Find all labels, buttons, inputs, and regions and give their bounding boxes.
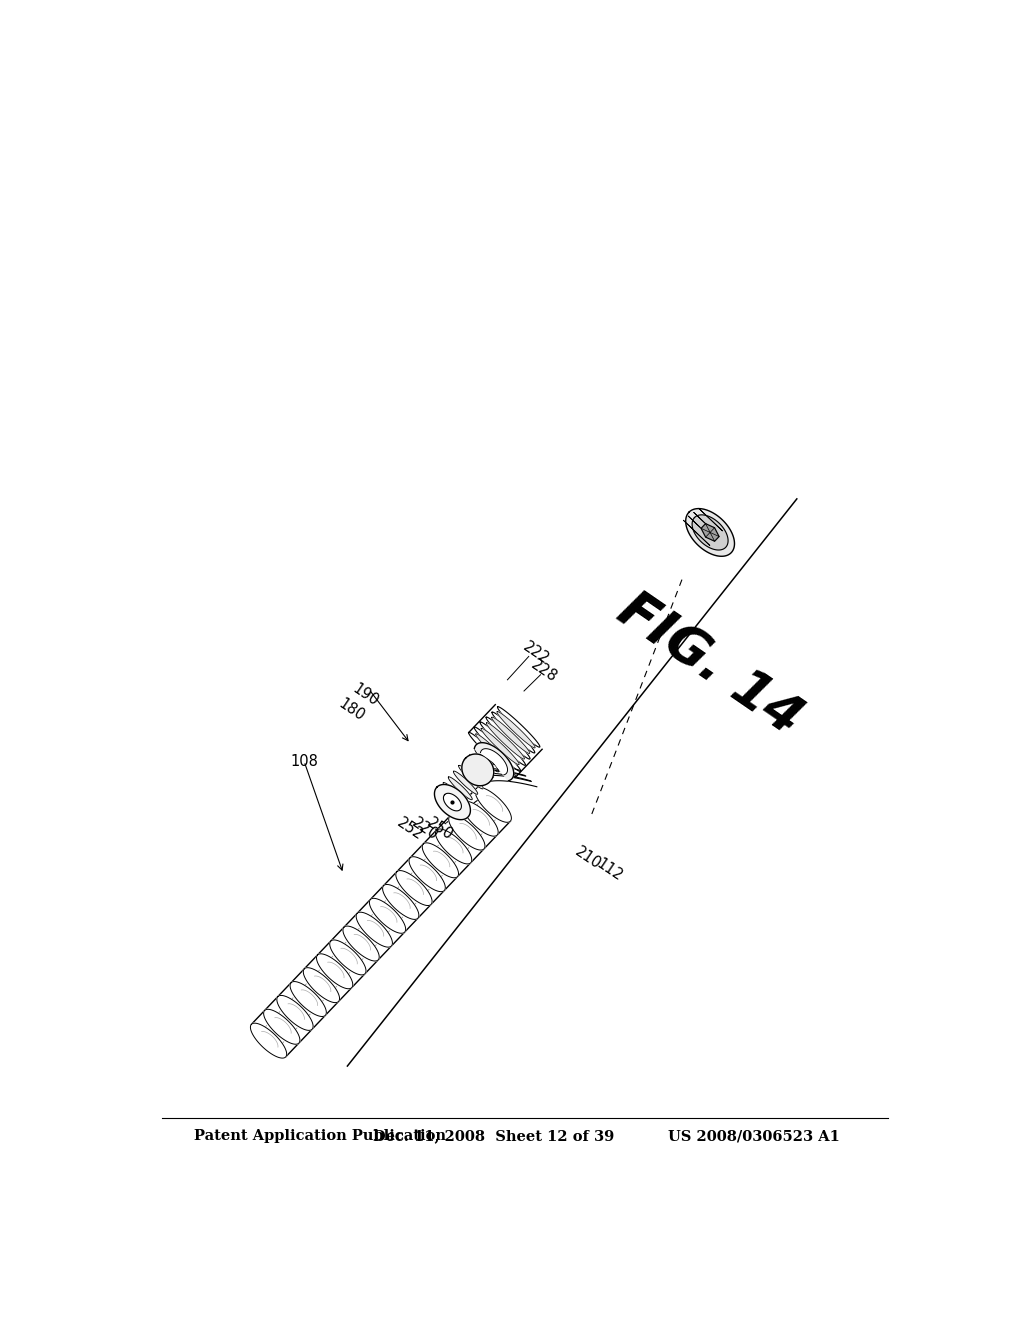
Polygon shape	[370, 899, 406, 933]
Polygon shape	[263, 1010, 300, 1044]
Polygon shape	[454, 771, 478, 795]
Polygon shape	[409, 857, 445, 891]
Text: 252: 252	[394, 816, 426, 843]
Polygon shape	[462, 801, 498, 836]
Polygon shape	[469, 733, 516, 777]
Polygon shape	[330, 940, 366, 975]
Text: 180: 180	[336, 696, 367, 725]
Polygon shape	[276, 995, 313, 1031]
Polygon shape	[475, 748, 499, 772]
Polygon shape	[480, 743, 504, 766]
Polygon shape	[434, 784, 470, 820]
Polygon shape	[486, 717, 530, 759]
Text: US 2008/0306523 A1: US 2008/0306523 A1	[669, 1129, 840, 1143]
Polygon shape	[356, 912, 392, 948]
Text: Dec. 11, 2008  Sheet 12 of 39: Dec. 11, 2008 Sheet 12 of 39	[373, 1129, 613, 1143]
Polygon shape	[443, 783, 467, 805]
Polygon shape	[492, 711, 535, 752]
Polygon shape	[251, 1023, 287, 1059]
Text: 210: 210	[572, 843, 604, 871]
Text: 228: 228	[528, 656, 559, 685]
Polygon shape	[474, 727, 521, 771]
Text: FIG. 14: FIG. 14	[608, 583, 812, 746]
Polygon shape	[686, 508, 734, 556]
Polygon shape	[475, 787, 511, 822]
Polygon shape	[486, 723, 524, 759]
Polygon shape	[443, 793, 462, 810]
Polygon shape	[480, 722, 525, 766]
Polygon shape	[464, 760, 488, 783]
Polygon shape	[316, 954, 352, 989]
Polygon shape	[469, 754, 494, 777]
Polygon shape	[396, 871, 432, 906]
Polygon shape	[498, 706, 540, 747]
Polygon shape	[459, 766, 483, 789]
Polygon shape	[422, 843, 459, 878]
Polygon shape	[474, 743, 514, 781]
Text: 112: 112	[594, 855, 626, 884]
Polygon shape	[290, 982, 327, 1016]
Polygon shape	[492, 717, 529, 754]
Text: 190: 190	[350, 681, 381, 709]
Text: 222: 222	[520, 639, 552, 668]
Text: Patent Application Publication: Patent Application Publication	[194, 1129, 445, 1143]
Polygon shape	[701, 524, 719, 541]
Polygon shape	[449, 816, 485, 850]
Polygon shape	[692, 515, 728, 550]
Polygon shape	[497, 711, 536, 748]
Text: 220: 220	[409, 816, 440, 843]
Polygon shape	[462, 754, 494, 785]
Polygon shape	[303, 968, 340, 1003]
Polygon shape	[480, 748, 508, 775]
Polygon shape	[435, 829, 472, 863]
Polygon shape	[481, 729, 519, 764]
Text: 250: 250	[424, 816, 456, 843]
Polygon shape	[449, 777, 472, 800]
Polygon shape	[383, 884, 419, 920]
Text: 108: 108	[290, 754, 318, 768]
Polygon shape	[476, 734, 514, 771]
Polygon shape	[343, 927, 379, 961]
